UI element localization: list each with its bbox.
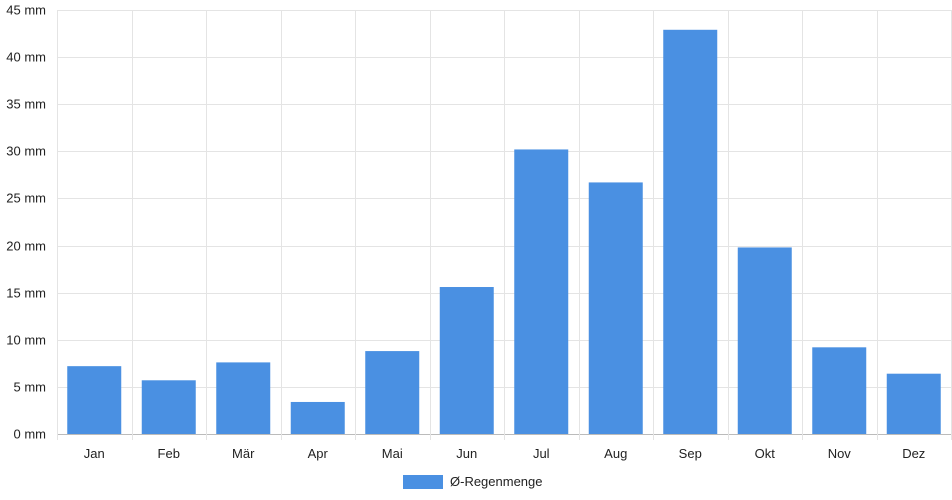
bar-apr[interactable] [290,401,345,434]
x-tick-label: Okt [755,446,776,461]
x-tick-label: Jun [456,446,477,461]
x-axis-ticks: Jan Feb Mär Apr Mai Jun Jul Aug Sep Okt Nov Dez [84,446,926,461]
bars [67,29,941,434]
y-tick-label: 5 mm [14,380,47,395]
x-tick-label: Dez [902,446,925,461]
y-tick-label: 40 mm [6,50,46,65]
y-tick-label: 45 mm [6,3,46,18]
y-tick-label: 0 mm [14,427,47,442]
bar-jan[interactable] [67,366,122,434]
bar-mär[interactable] [216,362,271,434]
x-tick-label: Mär [232,446,255,461]
x-tick-label: Aug [604,446,627,461]
bar-mai[interactable] [365,351,420,434]
x-tick-label: Nov [828,446,852,461]
y-axis-ticks: 0 mm 5 mm 10 mm 15 mm 20 mm 25 mm 30 mm 35 mm 40… [6,3,46,442]
bar-aug[interactable] [588,182,643,434]
bar-dez[interactable] [886,373,941,434]
bar-sep[interactable] [663,29,718,434]
y-tick-label: 30 mm [6,144,46,159]
x-tick-label: Feb [158,446,180,461]
x-tick-label: Apr [308,446,329,461]
x-tick-label: Jan [84,446,105,461]
legend-swatch[interactable] [403,475,443,489]
legend-label[interactable]: Ø-Regenmenge [450,474,543,489]
legend[interactable]: Ø-Regenmenge [403,474,543,489]
bar-nov[interactable] [812,347,867,434]
y-tick-label: 20 mm [6,239,46,254]
x-tick-label: Sep [679,446,702,461]
bar-jul[interactable] [514,149,569,434]
x-tick-label: Jul [533,446,550,461]
y-tick-label: 25 mm [6,191,46,206]
x-tick-label: Mai [382,446,403,461]
bar-feb[interactable] [141,380,196,434]
y-tick-label: 15 mm [6,286,46,301]
bar-okt[interactable] [737,247,792,434]
y-tick-label: 35 mm [6,97,46,112]
y-tick-label: 10 mm [6,333,46,348]
bar-jun[interactable] [439,287,494,434]
